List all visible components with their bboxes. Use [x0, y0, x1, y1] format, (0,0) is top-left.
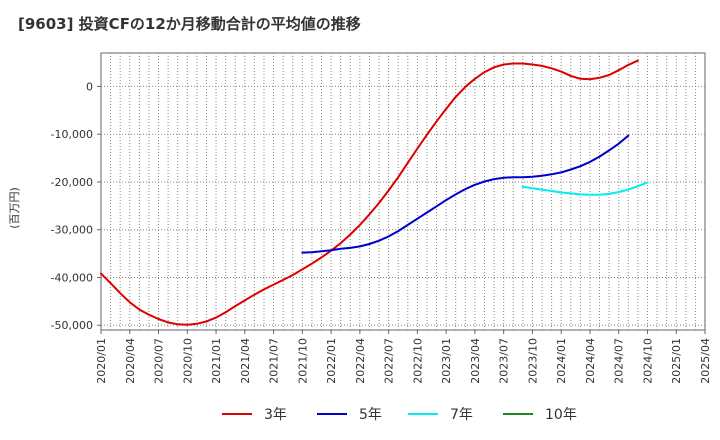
series-line-7年 [521, 181, 649, 196]
y-tick-label: -30,000 [51, 224, 93, 237]
x-tick-label: 2020/04 [124, 338, 137, 384]
x-tick-label: 2021/10 [296, 338, 309, 384]
x-tick-label: 2024/07 [613, 338, 626, 384]
y-tick-label: -20,000 [51, 176, 93, 189]
chart-title: [9603] 投資CFの12か月移動合計の平均値の推移 [18, 15, 361, 33]
y-axis-ticks: 0 -10,000 -20,000 -30,000 -40,000 -50,000 [51, 80, 101, 332]
x-tick-label: 2020/10 [181, 338, 194, 384]
series-line-5年 [301, 134, 630, 254]
legend-label: 5年 [359, 407, 382, 423]
x-tick-label: 2023/10 [526, 338, 539, 384]
x-tick-label: 2022/01 [325, 338, 338, 384]
grid [101, 53, 705, 330]
x-tick-label: 2023/04 [469, 338, 482, 384]
x-tick-label: 2024/04 [584, 338, 597, 384]
series-lines [100, 59, 649, 326]
y-tick-label: -10,000 [51, 128, 93, 141]
x-tick-label: 2022/10 [411, 338, 424, 384]
x-axis-ticks: 2020/01 2020/04 2020/07 2020/10 2021/01 2021/… [95, 330, 712, 384]
x-tick-label: 2021/01 [210, 338, 223, 384]
x-tick-label: 2022/07 [383, 338, 396, 384]
y-tick-label: -40,000 [51, 271, 93, 284]
y-tick-label: 0 [86, 80, 93, 93]
y-axis-label: (百万円) [8, 187, 21, 229]
legend: 3年 5年 7年 10年 [222, 407, 577, 423]
x-tick-label: 2024/10 [641, 338, 654, 384]
legend-label: 10年 [545, 407, 577, 423]
x-tick-label: 2023/07 [498, 338, 511, 384]
x-tick-label: 2021/04 [239, 338, 252, 384]
plot-area [100, 52, 706, 331]
x-tick-label: 2021/07 [268, 338, 281, 384]
x-tick-label: 2025/04 [699, 338, 712, 384]
legend-label: 3年 [264, 407, 287, 423]
y-tick-label: -50,000 [51, 319, 93, 332]
x-tick-label: 2022/04 [354, 338, 367, 384]
x-tick-label: 2025/01 [670, 338, 683, 384]
series-line-3年 [100, 59, 639, 326]
x-tick-label: 2024/01 [555, 338, 568, 384]
x-tick-label: 2020/01 [95, 338, 108, 384]
x-tick-label: 2023/01 [440, 338, 453, 384]
x-tick-label: 2020/07 [153, 338, 166, 384]
legend-label: 7年 [450, 407, 473, 423]
